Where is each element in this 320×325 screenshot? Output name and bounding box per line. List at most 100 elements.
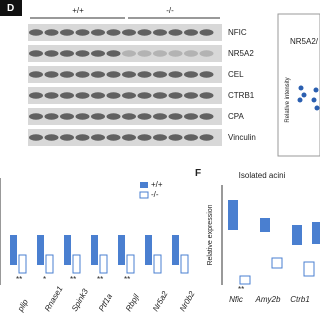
significance: ** xyxy=(16,275,22,284)
panel-label-bg xyxy=(0,0,22,16)
side-dots xyxy=(297,85,320,111)
band xyxy=(75,71,90,78)
band xyxy=(106,50,121,57)
significance: ** xyxy=(70,275,76,284)
band xyxy=(91,50,105,57)
side-title: NR5A2/ xyxy=(290,37,319,46)
significance: ** xyxy=(97,275,103,284)
band xyxy=(60,29,74,36)
band xyxy=(91,71,105,78)
gene-label: Nfic xyxy=(229,295,243,304)
group-label: +/+ xyxy=(72,6,84,15)
band xyxy=(44,50,59,57)
band xyxy=(122,113,136,120)
band xyxy=(199,134,214,141)
band xyxy=(184,113,198,120)
band xyxy=(184,50,198,57)
band xyxy=(137,134,152,141)
band xyxy=(153,71,167,78)
gene-label: Nr5a2 xyxy=(151,289,170,313)
box xyxy=(153,254,162,274)
band xyxy=(75,50,90,57)
panel-e-boxes xyxy=(10,235,189,274)
box xyxy=(99,254,108,274)
band xyxy=(106,71,121,78)
legend-label: +/+ xyxy=(151,180,163,189)
band xyxy=(153,50,167,57)
band xyxy=(122,50,136,57)
box xyxy=(239,275,251,285)
gene-label: Spink3 xyxy=(70,287,90,313)
band xyxy=(44,92,59,99)
box xyxy=(37,235,44,265)
band xyxy=(60,71,74,78)
band xyxy=(153,113,167,120)
gene-label: Amy2b xyxy=(255,295,281,304)
band xyxy=(60,134,74,141)
band xyxy=(122,92,136,99)
band xyxy=(168,134,183,141)
group-label: -/- xyxy=(166,6,174,15)
band xyxy=(29,92,43,99)
row-label: CPA xyxy=(228,112,245,121)
band xyxy=(44,134,59,141)
box xyxy=(10,235,17,265)
band xyxy=(75,92,90,99)
gene-label: Ptf1a xyxy=(97,292,114,313)
side-ylabel: Relative intensity xyxy=(285,77,291,122)
panel-e xyxy=(0,178,149,285)
band xyxy=(122,71,136,78)
band xyxy=(184,29,198,36)
row-label: CEL xyxy=(228,70,244,79)
box xyxy=(64,235,71,265)
band xyxy=(75,113,90,120)
y-label: Relative expression xyxy=(207,204,214,265)
band xyxy=(106,113,121,120)
box xyxy=(312,222,320,244)
band xyxy=(122,29,136,36)
band xyxy=(44,71,59,78)
legend-label: -/- xyxy=(151,190,159,199)
band xyxy=(29,71,43,78)
band xyxy=(60,50,74,57)
box xyxy=(271,257,283,269)
band xyxy=(91,29,105,36)
gene-label: Nr0b2 xyxy=(178,289,197,313)
box xyxy=(228,200,238,230)
panel-f-boxes xyxy=(228,200,320,285)
box xyxy=(91,235,98,265)
band xyxy=(29,29,43,36)
panel-label: F xyxy=(195,168,201,179)
band xyxy=(44,113,59,120)
band xyxy=(168,71,183,78)
band xyxy=(168,29,183,36)
band xyxy=(91,92,105,99)
band xyxy=(122,134,136,141)
box xyxy=(18,254,27,274)
band xyxy=(29,50,43,57)
band xyxy=(137,29,152,36)
band xyxy=(106,29,121,36)
band xyxy=(60,113,74,120)
box xyxy=(126,254,135,274)
box xyxy=(180,254,189,274)
box xyxy=(118,235,125,265)
box xyxy=(145,235,152,265)
band xyxy=(199,71,214,78)
band xyxy=(91,113,105,120)
band xyxy=(153,29,167,36)
gene-label: Ctrb1 xyxy=(290,295,310,304)
row-label: NR5A2 xyxy=(228,49,254,58)
band xyxy=(29,134,43,141)
band xyxy=(184,71,198,78)
band xyxy=(91,134,105,141)
gene-label: plip xyxy=(15,297,30,314)
band xyxy=(199,113,214,120)
band xyxy=(184,92,198,99)
band xyxy=(60,92,74,99)
box xyxy=(45,254,54,274)
box xyxy=(260,218,270,232)
band xyxy=(137,50,152,57)
box xyxy=(292,225,302,245)
